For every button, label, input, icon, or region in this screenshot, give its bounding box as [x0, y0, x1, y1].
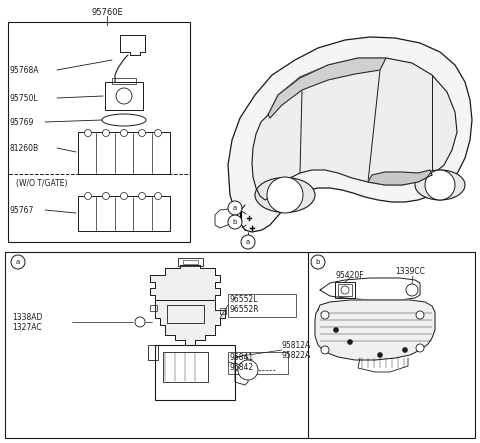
- Bar: [338, 284, 352, 296]
- Circle shape: [139, 193, 145, 199]
- Polygon shape: [268, 58, 386, 118]
- Bar: [5, 252, 475, 438]
- Circle shape: [321, 311, 329, 319]
- Circle shape: [348, 339, 352, 345]
- Circle shape: [103, 129, 109, 136]
- Polygon shape: [368, 170, 432, 185]
- Text: 95842: 95842: [230, 364, 254, 373]
- Ellipse shape: [255, 178, 315, 213]
- Circle shape: [11, 255, 25, 269]
- Circle shape: [311, 255, 325, 269]
- Bar: [155, 345, 235, 400]
- Text: 1327AC: 1327AC: [12, 323, 42, 333]
- Circle shape: [228, 215, 242, 229]
- Bar: [228, 352, 288, 374]
- Circle shape: [120, 193, 128, 199]
- Text: 95760E: 95760E: [91, 8, 123, 16]
- Text: 95767: 95767: [10, 206, 35, 214]
- Text: 1339CC: 1339CC: [395, 268, 425, 276]
- Circle shape: [425, 170, 455, 200]
- Bar: [112, 78, 136, 84]
- Bar: [335, 282, 355, 298]
- Circle shape: [241, 235, 255, 249]
- Circle shape: [120, 129, 128, 136]
- Text: 96552L: 96552L: [230, 295, 259, 304]
- Text: 81260B: 81260B: [10, 144, 39, 152]
- Text: a: a: [233, 205, 237, 211]
- Circle shape: [139, 129, 145, 136]
- Text: b: b: [316, 259, 320, 265]
- Text: 95822A: 95822A: [282, 350, 311, 360]
- Circle shape: [321, 346, 329, 354]
- Text: (W/O T/GATE): (W/O T/GATE): [16, 179, 68, 187]
- Text: a: a: [246, 239, 250, 245]
- Circle shape: [416, 344, 424, 352]
- Text: 95750L: 95750L: [10, 93, 38, 102]
- Circle shape: [228, 201, 242, 215]
- Bar: [78, 196, 170, 231]
- Text: b: b: [233, 219, 237, 225]
- Circle shape: [103, 193, 109, 199]
- Circle shape: [341, 286, 349, 294]
- Circle shape: [267, 177, 303, 213]
- Bar: [148, 345, 158, 360]
- Circle shape: [403, 347, 408, 353]
- Polygon shape: [228, 37, 472, 232]
- Bar: [8, 22, 190, 242]
- Circle shape: [334, 327, 338, 333]
- Polygon shape: [155, 300, 225, 345]
- Bar: [183, 260, 198, 264]
- Bar: [78, 132, 170, 174]
- Bar: [105, 82, 143, 110]
- Circle shape: [155, 193, 161, 199]
- Ellipse shape: [415, 170, 465, 200]
- Circle shape: [377, 353, 383, 358]
- Text: 95769: 95769: [10, 117, 35, 127]
- Circle shape: [84, 193, 92, 199]
- Text: 95768A: 95768A: [10, 66, 39, 74]
- Text: 95841: 95841: [230, 354, 254, 362]
- Polygon shape: [252, 58, 457, 200]
- Circle shape: [84, 129, 92, 136]
- Circle shape: [135, 317, 145, 327]
- Bar: [150, 305, 157, 311]
- Bar: [163, 352, 208, 382]
- Circle shape: [238, 360, 258, 380]
- Text: 96552R: 96552R: [230, 306, 260, 315]
- Circle shape: [416, 311, 424, 319]
- Polygon shape: [315, 300, 435, 360]
- Bar: [228, 294, 296, 317]
- Text: 95420F: 95420F: [335, 271, 364, 280]
- Bar: [8, 174, 190, 242]
- Circle shape: [406, 284, 418, 296]
- Bar: [167, 305, 204, 323]
- Text: 1338AD: 1338AD: [12, 314, 42, 323]
- Text: a: a: [16, 259, 20, 265]
- Text: 95812A: 95812A: [282, 341, 311, 350]
- Bar: [220, 308, 226, 314]
- Circle shape: [155, 129, 161, 136]
- Bar: [178, 258, 203, 266]
- Polygon shape: [150, 265, 220, 300]
